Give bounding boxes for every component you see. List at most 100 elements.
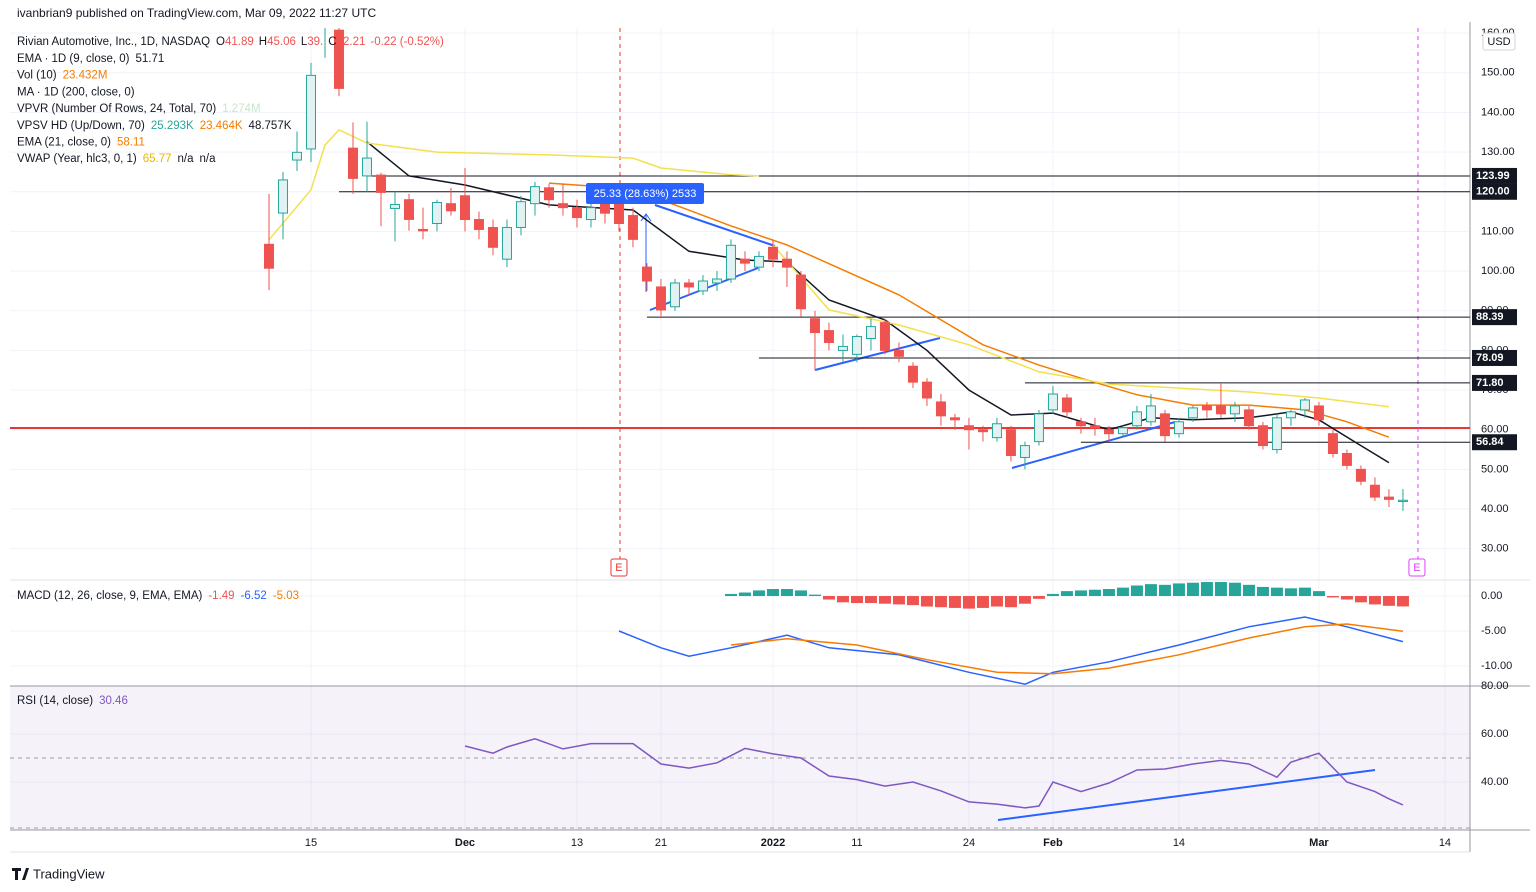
macd-histogram-bar	[808, 594, 821, 597]
legend: Rivian Automotive, Inc., 1D, NASDAQ O41.8…	[17, 36, 444, 707]
y-tick-label: -10.00	[1481, 660, 1512, 672]
x-tick-label: 14	[1439, 837, 1451, 849]
macd-histogram-bar	[1018, 596, 1031, 604]
macd-histogram-bar	[738, 592, 751, 597]
y-tick-label: 30.00	[1481, 543, 1509, 555]
macd-histogram-bar	[1172, 583, 1185, 597]
candle-body	[1215, 405, 1226, 415]
macd-histogram-bar	[1368, 596, 1381, 605]
candle-body	[305, 74, 316, 150]
candle-body	[375, 174, 386, 193]
price-pane	[263, 28, 1470, 511]
candle-body	[1173, 421, 1184, 435]
candle-body	[823, 330, 834, 343]
legend-row: Vol (10) 23.432M	[17, 70, 107, 82]
x-tick-label: 14	[1173, 837, 1185, 849]
legend-row: MA · 1D (200, close, 0)	[17, 86, 135, 98]
macd-histogram-bar	[1326, 596, 1339, 598]
y-tick-label: 130.00	[1481, 146, 1515, 158]
price-level-label: 88.39	[1476, 311, 1504, 323]
candle-body	[893, 349, 904, 357]
legend-row: EMA (21, close, 0) 58.11	[17, 137, 145, 149]
macd-histogram-bar	[1130, 585, 1143, 597]
candle-body	[599, 203, 610, 214]
candle-body	[445, 203, 456, 212]
candle-body	[1117, 427, 1128, 435]
candle-body	[781, 258, 792, 268]
candle-body	[1145, 405, 1156, 423]
legend-row: Rivian Automotive, Inc., 1D, NASDAQ O41.8…	[17, 36, 444, 48]
candle-body	[613, 203, 624, 224]
macd-histogram-bar	[906, 596, 919, 606]
price-level-tag	[1472, 167, 1517, 184]
ohlc-key: L	[301, 36, 308, 48]
macd-histogram-bar	[990, 596, 1003, 607]
indicator-name: Vol (10)	[17, 70, 57, 82]
candle-body	[1299, 399, 1310, 411]
macd-histogram-bar	[1116, 587, 1129, 597]
legend-row: VWAP (Year, hlc3, 0, 1) 65.77 n/a n/a	[17, 153, 216, 165]
indicator-value: 51.71	[135, 53, 164, 65]
currency-box[interactable]	[1482, 32, 1516, 51]
candle-body	[921, 381, 932, 399]
legend-row: VPSV HD (Up/Down, 70) 25.293K 23.464K 48.75…	[17, 120, 292, 132]
indicator-value: 23.432M	[63, 70, 108, 82]
candle-body	[333, 29, 344, 89]
indicator-value: 1.274M	[222, 103, 260, 115]
macd-histogram-bar	[1354, 596, 1367, 603]
x-tick-label: Mar	[1309, 837, 1329, 849]
indicator-line	[730, 623, 1403, 675]
candle-body	[361, 157, 372, 177]
price-level-tag	[1472, 309, 1517, 326]
indicator-name: EMA · 1D (9, close, 0)	[17, 53, 130, 65]
earnings-label: E	[1413, 562, 1420, 574]
macd-histogram-bar	[1298, 587, 1311, 597]
candle-body	[669, 282, 680, 308]
candle-body	[1313, 405, 1324, 421]
legend-row: MACD (12, 26, close, 9, EMA, EMA) -1.49 -6…	[17, 590, 299, 602]
indicator-value: 48.757K	[249, 120, 292, 132]
candle-body	[347, 147, 358, 179]
macd-histogram-bar	[1312, 591, 1325, 597]
indicator-name: EMA (21, close, 0)	[17, 137, 111, 149]
candle-body	[1075, 421, 1086, 427]
macd-histogram-bar	[1032, 596, 1045, 599]
candle-body	[1033, 413, 1044, 443]
ohlc-value: 42.21	[337, 36, 366, 48]
macd-histogram-bar	[1242, 584, 1255, 597]
candle-body	[1159, 413, 1170, 437]
macd-histogram-bar	[976, 596, 989, 608]
x-tick-label: Dec	[455, 837, 475, 849]
candle-body	[991, 423, 1002, 439]
price-level-tag	[1472, 374, 1517, 391]
macd-histogram-bar	[1102, 589, 1115, 597]
candle-body	[1271, 417, 1282, 451]
earnings-label: E	[615, 562, 622, 574]
x-tick-label: Feb	[1043, 837, 1063, 849]
macd-histogram-bar	[766, 589, 779, 597]
indicator-value: n/a	[200, 153, 217, 165]
candle-body	[837, 345, 848, 351]
price-level-tag	[1472, 183, 1517, 200]
pane-value: -5.03	[273, 590, 299, 602]
candle-body	[627, 215, 638, 240]
candle-body	[795, 274, 806, 310]
candle-body	[935, 401, 946, 417]
macd-histogram-bar	[1396, 596, 1409, 607]
candle-body	[725, 244, 736, 280]
indicator-value: n/a	[178, 153, 195, 165]
price-change: -0.22 (-0.52%)	[370, 36, 444, 48]
ohlc-key: H	[259, 36, 267, 48]
macd-histogram-bar	[822, 596, 835, 600]
x-tick-label: 15	[305, 837, 317, 849]
x-tick-label: 2022	[761, 837, 785, 849]
candle-body	[1243, 409, 1254, 427]
y-tick-label: 60.00	[1481, 424, 1509, 436]
candle-body	[1327, 433, 1338, 455]
candle-body	[291, 151, 302, 161]
ohlc-value: 45.06	[267, 36, 296, 48]
measure-label: 25.33 (28.63%) 2533	[594, 188, 697, 200]
candle-body	[1131, 411, 1142, 427]
y-tick-label: 40.00	[1481, 776, 1509, 788]
